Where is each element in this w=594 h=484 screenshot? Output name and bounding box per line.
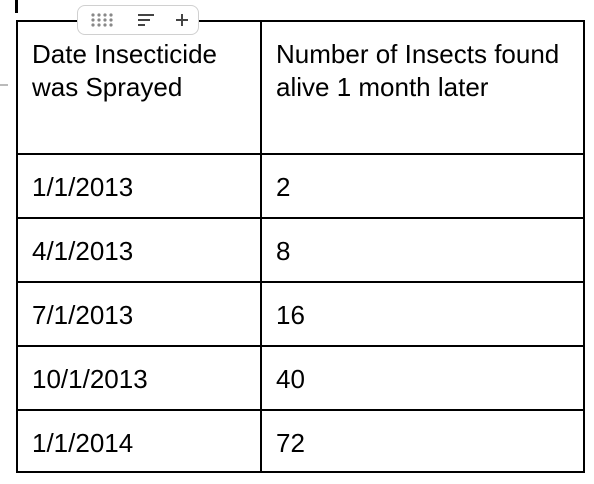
table-row: 10/1/2013 40 (16, 345, 585, 411)
count-cell: 40 (260, 345, 585, 411)
margin-marker (0, 84, 8, 86)
table-row: 1/1/2014 72 (16, 409, 585, 473)
table-toolbar (77, 5, 199, 35)
data-table: Date Insecticide was Sprayed Number of I… (16, 20, 585, 473)
count-cell: 2 (260, 153, 585, 219)
text-cursor (15, 0, 18, 13)
date-cell: 4/1/2013 (16, 217, 262, 283)
table-row: 1/1/2013 2 (16, 153, 585, 219)
count-cell: 8 (260, 217, 585, 283)
count-cell: 72 (260, 409, 585, 473)
table-row: 4/1/2013 8 (16, 217, 585, 283)
date-cell: 10/1/2013 (16, 345, 262, 411)
date-cell: 7/1/2013 (16, 281, 262, 347)
date-cell: 1/1/2014 (16, 409, 262, 473)
sort-button[interactable] (138, 14, 154, 26)
header-cell: Date Insecticide was Sprayed (16, 20, 262, 155)
header-row: Date Insecticide was Sprayed Number of I… (16, 20, 585, 155)
count-cell: 16 (260, 281, 585, 347)
add-button[interactable] (176, 14, 188, 26)
header-cell: Number of Insects found alive 1 month la… (260, 20, 585, 155)
drag-handle[interactable] (91, 13, 113, 27)
date-cell: 1/1/2013 (16, 153, 262, 219)
table-row: 7/1/2013 16 (16, 281, 585, 347)
toolbar-icons (91, 13, 188, 27)
